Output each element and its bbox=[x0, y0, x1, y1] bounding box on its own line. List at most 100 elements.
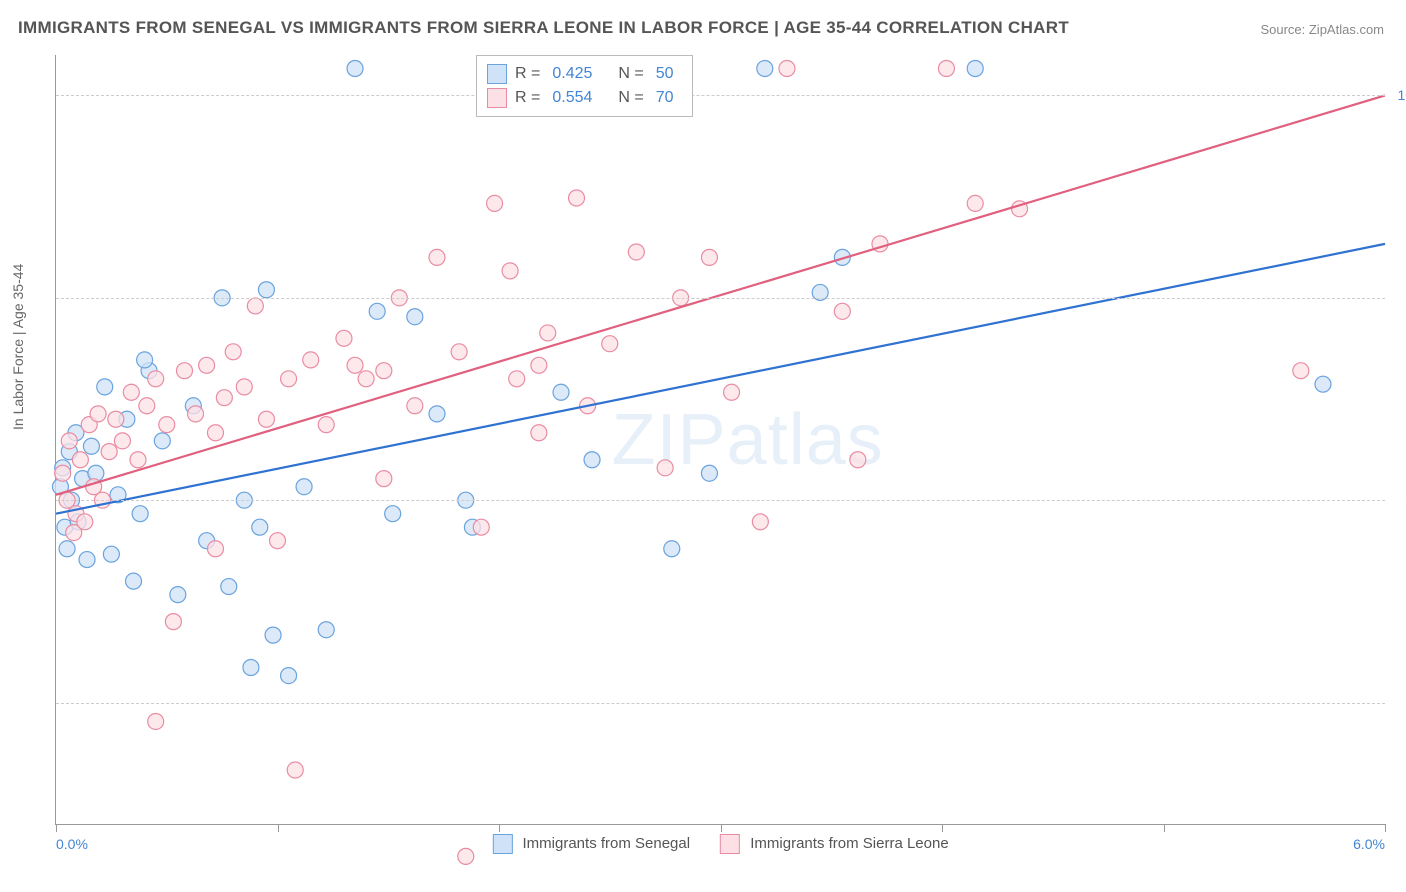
data-point[interactable] bbox=[258, 411, 274, 427]
data-point[interactable] bbox=[376, 471, 392, 487]
chart-svg bbox=[56, 55, 1385, 824]
data-point[interactable] bbox=[407, 398, 423, 414]
data-point[interactable] bbox=[531, 357, 547, 373]
data-point[interactable] bbox=[176, 363, 192, 379]
data-point[interactable] bbox=[473, 519, 489, 535]
data-point[interactable] bbox=[429, 406, 445, 422]
data-point[interactable] bbox=[584, 452, 600, 468]
data-point[interactable] bbox=[657, 460, 673, 476]
data-point[interactable] bbox=[101, 444, 117, 460]
data-point[interactable] bbox=[170, 587, 186, 603]
data-point[interactable] bbox=[139, 398, 155, 414]
data-point[interactable] bbox=[628, 244, 644, 260]
x-tick bbox=[499, 824, 500, 832]
data-point[interactable] bbox=[1293, 363, 1309, 379]
data-point[interactable] bbox=[252, 519, 268, 535]
data-point[interactable] bbox=[188, 406, 204, 422]
data-point[interactable] bbox=[757, 60, 773, 76]
data-point[interactable] bbox=[77, 514, 93, 530]
data-point[interactable] bbox=[458, 848, 474, 864]
data-point[interactable] bbox=[938, 60, 954, 76]
data-point[interactable] bbox=[225, 344, 241, 360]
data-point[interactable] bbox=[509, 371, 525, 387]
data-point[interactable] bbox=[207, 425, 223, 441]
data-point[interactable] bbox=[137, 352, 153, 368]
data-point[interactable] bbox=[114, 433, 130, 449]
data-point[interactable] bbox=[247, 298, 263, 314]
data-point[interactable] bbox=[130, 452, 146, 468]
data-point[interactable] bbox=[243, 660, 259, 676]
data-point[interactable] bbox=[165, 614, 181, 630]
data-point[interactable] bbox=[103, 546, 119, 562]
data-point[interactable] bbox=[97, 379, 113, 395]
x-axis-min-label: 0.0% bbox=[56, 836, 88, 852]
data-point[interactable] bbox=[701, 249, 717, 265]
data-point[interactable] bbox=[236, 379, 252, 395]
data-point[interactable] bbox=[318, 417, 334, 433]
data-point[interactable] bbox=[154, 433, 170, 449]
data-point[interactable] bbox=[834, 303, 850, 319]
data-point[interactable] bbox=[553, 384, 569, 400]
data-point[interactable] bbox=[531, 425, 547, 441]
data-point[interactable] bbox=[199, 357, 215, 373]
data-point[interactable] bbox=[126, 573, 142, 589]
y-tick-label: 100.0% bbox=[1398, 87, 1406, 103]
data-point[interactable] bbox=[258, 282, 274, 298]
data-point[interactable] bbox=[61, 433, 77, 449]
data-point[interactable] bbox=[281, 668, 297, 684]
data-point[interactable] bbox=[602, 336, 618, 352]
data-point[interactable] bbox=[287, 762, 303, 778]
data-point[interactable] bbox=[265, 627, 281, 643]
data-point[interactable] bbox=[148, 713, 164, 729]
data-point[interactable] bbox=[159, 417, 175, 433]
data-point[interactable] bbox=[752, 514, 768, 530]
data-point[interactable] bbox=[487, 195, 503, 211]
data-point[interactable] bbox=[701, 465, 717, 481]
data-point[interactable] bbox=[967, 195, 983, 211]
data-point[interactable] bbox=[221, 579, 237, 595]
r-value-sierra-leone: 0.554 bbox=[552, 86, 592, 110]
data-point[interactable] bbox=[540, 325, 556, 341]
data-point[interactable] bbox=[90, 406, 106, 422]
data-point[interactable] bbox=[407, 309, 423, 325]
data-point[interactable] bbox=[429, 249, 445, 265]
data-point[interactable] bbox=[132, 506, 148, 522]
data-point[interactable] bbox=[123, 384, 139, 400]
data-point[interactable] bbox=[347, 60, 363, 76]
source-label: Source: ZipAtlas.com bbox=[1260, 22, 1384, 37]
data-point[interactable] bbox=[59, 541, 75, 557]
n-value-sierra-leone: 70 bbox=[656, 86, 674, 110]
data-point[interactable] bbox=[967, 60, 983, 76]
data-point[interactable] bbox=[303, 352, 319, 368]
data-point[interactable] bbox=[779, 60, 795, 76]
data-point[interactable] bbox=[207, 541, 223, 557]
legend-swatch-bottom-senegal bbox=[492, 834, 512, 854]
y-axis-label: In Labor Force | Age 35-44 bbox=[10, 264, 26, 430]
data-point[interactable] bbox=[336, 330, 352, 346]
data-point[interactable] bbox=[358, 371, 374, 387]
data-point[interactable] bbox=[385, 506, 401, 522]
data-point[interactable] bbox=[724, 384, 740, 400]
data-point[interactable] bbox=[369, 303, 385, 319]
data-point[interactable] bbox=[850, 452, 866, 468]
data-point[interactable] bbox=[569, 190, 585, 206]
x-tick bbox=[1164, 824, 1165, 832]
data-point[interactable] bbox=[148, 371, 164, 387]
data-point[interactable] bbox=[281, 371, 297, 387]
data-point[interactable] bbox=[318, 622, 334, 638]
data-point[interactable] bbox=[347, 357, 363, 373]
data-point[interactable] bbox=[83, 438, 99, 454]
legend-swatch-sierra-leone bbox=[487, 88, 507, 108]
data-point[interactable] bbox=[72, 452, 88, 468]
data-point[interactable] bbox=[502, 263, 518, 279]
data-point[interactable] bbox=[376, 363, 392, 379]
data-point[interactable] bbox=[296, 479, 312, 495]
data-point[interactable] bbox=[451, 344, 467, 360]
data-point[interactable] bbox=[216, 390, 232, 406]
data-point[interactable] bbox=[664, 541, 680, 557]
data-point[interactable] bbox=[1315, 376, 1331, 392]
data-point[interactable] bbox=[108, 411, 124, 427]
data-point[interactable] bbox=[79, 552, 95, 568]
data-point[interactable] bbox=[55, 465, 71, 481]
data-point[interactable] bbox=[270, 533, 286, 549]
